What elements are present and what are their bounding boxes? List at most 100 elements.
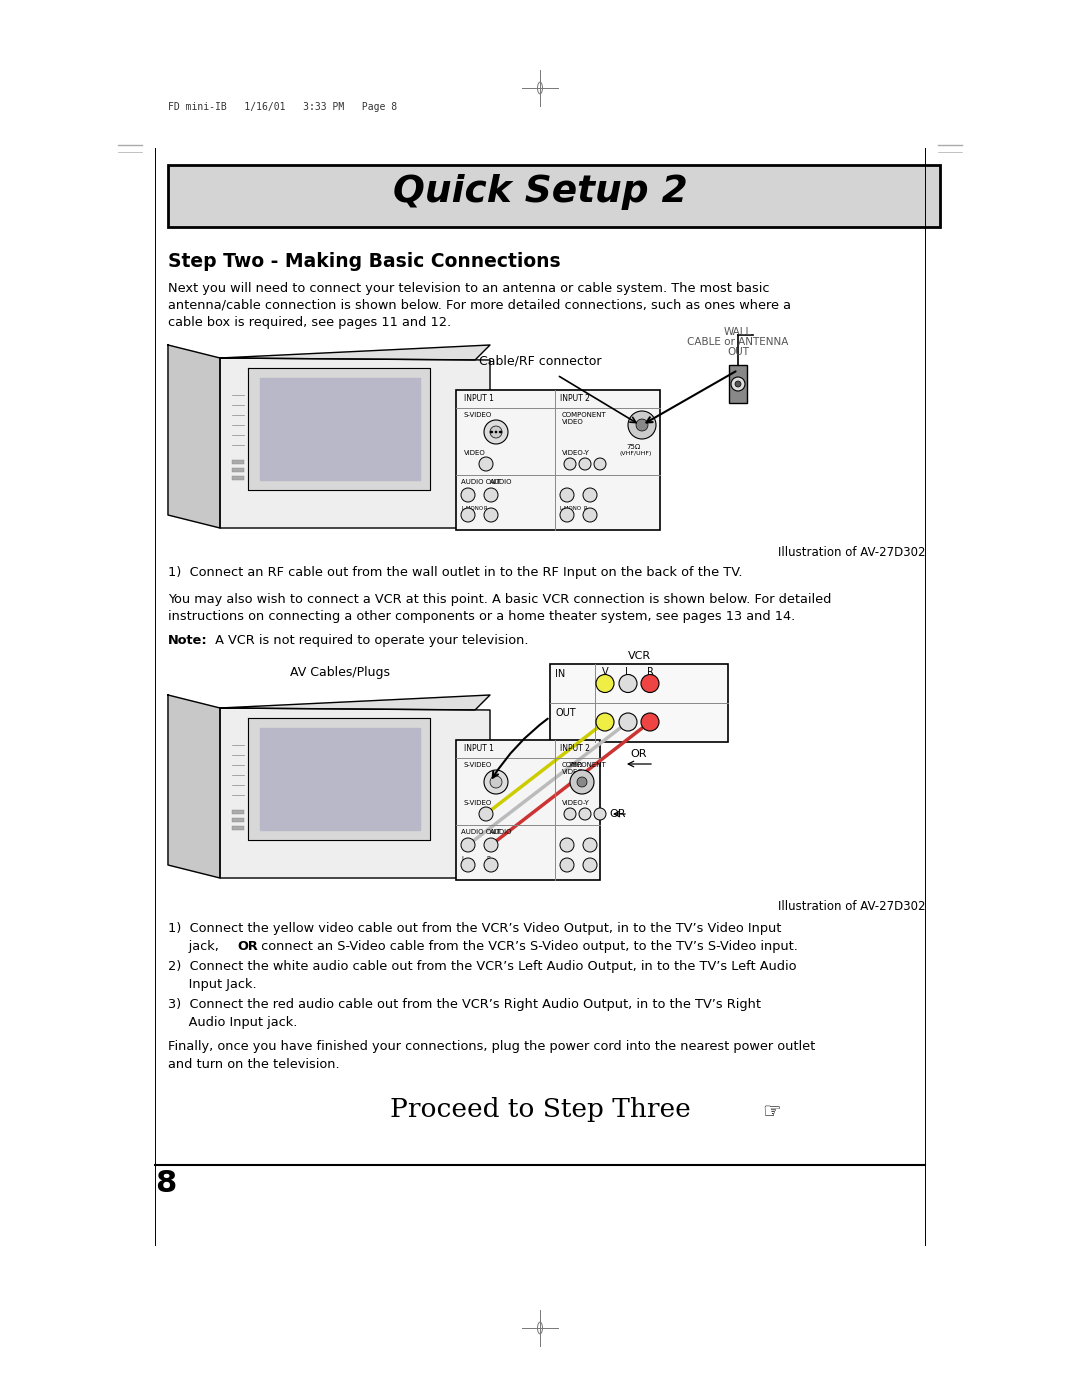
Text: S-VIDEO: S-VIDEO xyxy=(464,761,492,768)
Bar xyxy=(232,468,244,472)
Text: Cable/RF connector: Cable/RF connector xyxy=(478,353,602,367)
Text: FD mini-IB   1/16/01   3:33 PM   Page 8: FD mini-IB 1/16/01 3:33 PM Page 8 xyxy=(168,102,397,112)
Text: AV Cables/Plugs: AV Cables/Plugs xyxy=(291,666,390,679)
Text: You may also wish to connect a VCR at this point. A basic VCR connection is show: You may also wish to connect a VCR at th… xyxy=(168,592,832,606)
Bar xyxy=(550,664,728,742)
Text: VCR: VCR xyxy=(627,651,650,661)
Polygon shape xyxy=(248,718,430,840)
Text: 1)  Connect an RF cable out from the wall outlet in to the RF Input on the back : 1) Connect an RF cable out from the wall… xyxy=(168,566,743,578)
Text: S-VIDEO: S-VIDEO xyxy=(464,800,492,806)
Circle shape xyxy=(461,509,475,522)
Text: L: L xyxy=(461,856,464,861)
Text: 2)  Connect the white audio cable out from the VCR’s Left Audio Output, in to th: 2) Connect the white audio cable out fro… xyxy=(168,960,797,972)
Circle shape xyxy=(583,838,597,852)
Text: R: R xyxy=(583,506,586,511)
Text: V: V xyxy=(602,666,608,678)
Text: and turn on the television.: and turn on the television. xyxy=(168,1058,339,1071)
Text: OUT: OUT xyxy=(555,708,576,718)
Bar xyxy=(456,390,660,529)
Circle shape xyxy=(583,509,597,522)
Circle shape xyxy=(490,426,502,439)
Text: Audio Input jack.: Audio Input jack. xyxy=(168,1016,297,1030)
Bar xyxy=(456,740,600,880)
Circle shape xyxy=(579,807,591,820)
Text: VIDEO-Y: VIDEO-Y xyxy=(562,800,590,806)
Text: VIDEO: VIDEO xyxy=(562,419,584,425)
Text: AUDIO: AUDIO xyxy=(490,479,513,485)
Circle shape xyxy=(490,432,492,433)
Text: AUDIO OUT: AUDIO OUT xyxy=(461,479,500,485)
Text: COMPONENT: COMPONENT xyxy=(562,761,607,768)
Circle shape xyxy=(490,775,502,788)
Text: cable box is required, see pages 11 and 12.: cable box is required, see pages 11 and … xyxy=(168,316,451,330)
Text: instructions on connecting a other components or a home theater system, see page: instructions on connecting a other compo… xyxy=(168,610,795,623)
Circle shape xyxy=(495,432,497,433)
Text: Note:: Note: xyxy=(168,634,207,647)
Bar xyxy=(232,460,244,464)
Text: AUDIO OUT: AUDIO OUT xyxy=(461,828,500,835)
Circle shape xyxy=(564,458,576,469)
Text: R: R xyxy=(484,506,488,511)
Text: R: R xyxy=(647,666,653,678)
Text: 75Ω: 75Ω xyxy=(626,444,640,450)
Circle shape xyxy=(579,458,591,469)
Circle shape xyxy=(500,432,502,433)
Text: COMPONENT: COMPONENT xyxy=(562,412,607,418)
Text: 3)  Connect the red audio cable out from the VCR’s Right Audio Output, in to the: 3) Connect the red audio cable out from … xyxy=(168,997,761,1011)
Text: Input Jack.: Input Jack. xyxy=(168,978,257,990)
Bar xyxy=(232,826,244,830)
Text: connect an S-Video cable from the VCR’s S-Video output, to the TV’s S-Video inpu: connect an S-Video cable from the VCR’s … xyxy=(257,940,798,953)
Text: Quick Setup 2: Quick Setup 2 xyxy=(393,175,687,210)
Text: VIDEO: VIDEO xyxy=(464,450,486,455)
Text: OR: OR xyxy=(631,749,647,759)
Text: CABLE or ANTENNA: CABLE or ANTENNA xyxy=(687,337,788,346)
Circle shape xyxy=(731,377,745,391)
Text: OR: OR xyxy=(610,809,626,819)
Text: Proceed to Step Three: Proceed to Step Three xyxy=(390,1097,690,1122)
Circle shape xyxy=(583,858,597,872)
Polygon shape xyxy=(260,728,420,830)
Circle shape xyxy=(596,712,615,731)
Polygon shape xyxy=(260,379,420,481)
Text: Illustration of AV-27D302: Illustration of AV-27D302 xyxy=(778,900,924,914)
Bar xyxy=(232,476,244,481)
Text: 1)  Connect the yellow video cable out from the VCR’s Video Output, in to the TV: 1) Connect the yellow video cable out fr… xyxy=(168,922,781,935)
Text: S-VIDEO: S-VIDEO xyxy=(464,412,492,418)
Circle shape xyxy=(484,858,498,872)
Circle shape xyxy=(561,838,573,852)
Circle shape xyxy=(461,858,475,872)
Circle shape xyxy=(570,770,594,793)
Text: (VHF/UHF): (VHF/UHF) xyxy=(620,451,652,455)
Circle shape xyxy=(596,675,615,693)
Polygon shape xyxy=(220,694,490,710)
Circle shape xyxy=(627,411,656,439)
Circle shape xyxy=(484,838,498,852)
Text: VIDEO: VIDEO xyxy=(562,768,584,775)
Circle shape xyxy=(484,509,498,522)
Polygon shape xyxy=(220,345,490,360)
Circle shape xyxy=(499,432,501,433)
Circle shape xyxy=(642,675,659,693)
Text: WALL: WALL xyxy=(724,327,752,337)
Circle shape xyxy=(619,675,637,693)
Text: jack,: jack, xyxy=(168,940,222,953)
Text: 8: 8 xyxy=(156,1169,176,1199)
Circle shape xyxy=(500,432,502,433)
Circle shape xyxy=(484,770,508,793)
Bar xyxy=(232,819,244,821)
Text: R: R xyxy=(486,856,490,861)
Polygon shape xyxy=(220,358,490,528)
Text: Next you will need to connect your television to an antenna or cable system. The: Next you will need to connect your telev… xyxy=(168,282,769,295)
Text: L-MONO: L-MONO xyxy=(461,506,483,511)
Circle shape xyxy=(619,712,637,731)
Text: OUT: OUT xyxy=(727,346,750,358)
Circle shape xyxy=(484,420,508,444)
Bar xyxy=(232,810,244,814)
Text: 75Ω: 75Ω xyxy=(568,761,582,768)
Text: IN: IN xyxy=(555,669,565,679)
Polygon shape xyxy=(168,345,220,528)
Text: Step Two - Making Basic Connections: Step Two - Making Basic Connections xyxy=(168,251,561,271)
Text: INPUT 1: INPUT 1 xyxy=(464,745,494,753)
Circle shape xyxy=(636,419,648,432)
Polygon shape xyxy=(220,708,490,877)
